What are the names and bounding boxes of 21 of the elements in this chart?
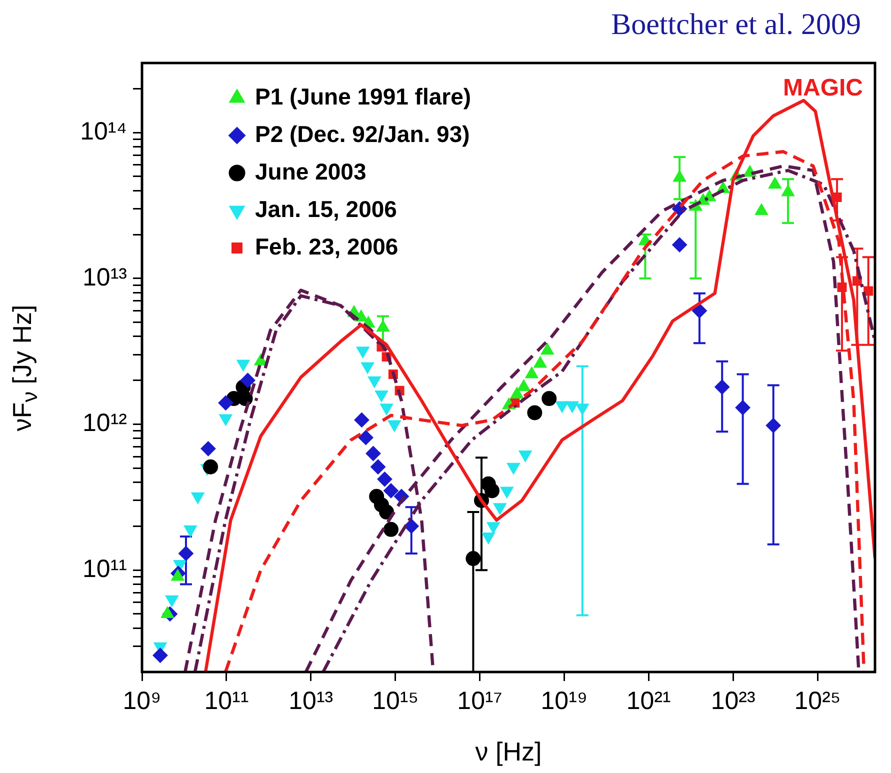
legend-label: P2 (Dec. 92/Jan. 93) (255, 120, 470, 147)
x-tick-label: 10²¹ (626, 686, 671, 715)
x-axis-title: ν [Hz] (475, 736, 542, 767)
y-tick-label: 10¹³ (82, 263, 127, 292)
x-tick-label: 10¹⁵ (372, 686, 419, 715)
legend-label: June 2003 (255, 158, 366, 184)
legend-label: P1 (June 1991 flare) (255, 83, 472, 110)
legend-label: Feb. 23, 2006 (255, 233, 398, 260)
annotation: MAGIC (783, 74, 863, 102)
y-tick-label: 10¹² (82, 409, 127, 438)
x-tick-label: 10¹⁹ (540, 686, 588, 715)
x-tick-label: 10⁹ (122, 686, 162, 715)
x-tick-label: 10²⁵ (794, 686, 841, 715)
y-tick-label: 10¹⁴ (80, 117, 127, 146)
y-tick-label: 10¹¹ (82, 554, 127, 583)
legend-label: Jan. 15, 2006 (255, 196, 397, 222)
x-tick-label: 10²³ (710, 686, 756, 715)
text: Boettcher et al. 2009 (611, 8, 861, 42)
x-tick-label: 10¹⁷ (457, 686, 502, 715)
x-tick-label: 10¹¹ (204, 686, 249, 715)
x-tick-label: 10¹³ (288, 686, 334, 715)
